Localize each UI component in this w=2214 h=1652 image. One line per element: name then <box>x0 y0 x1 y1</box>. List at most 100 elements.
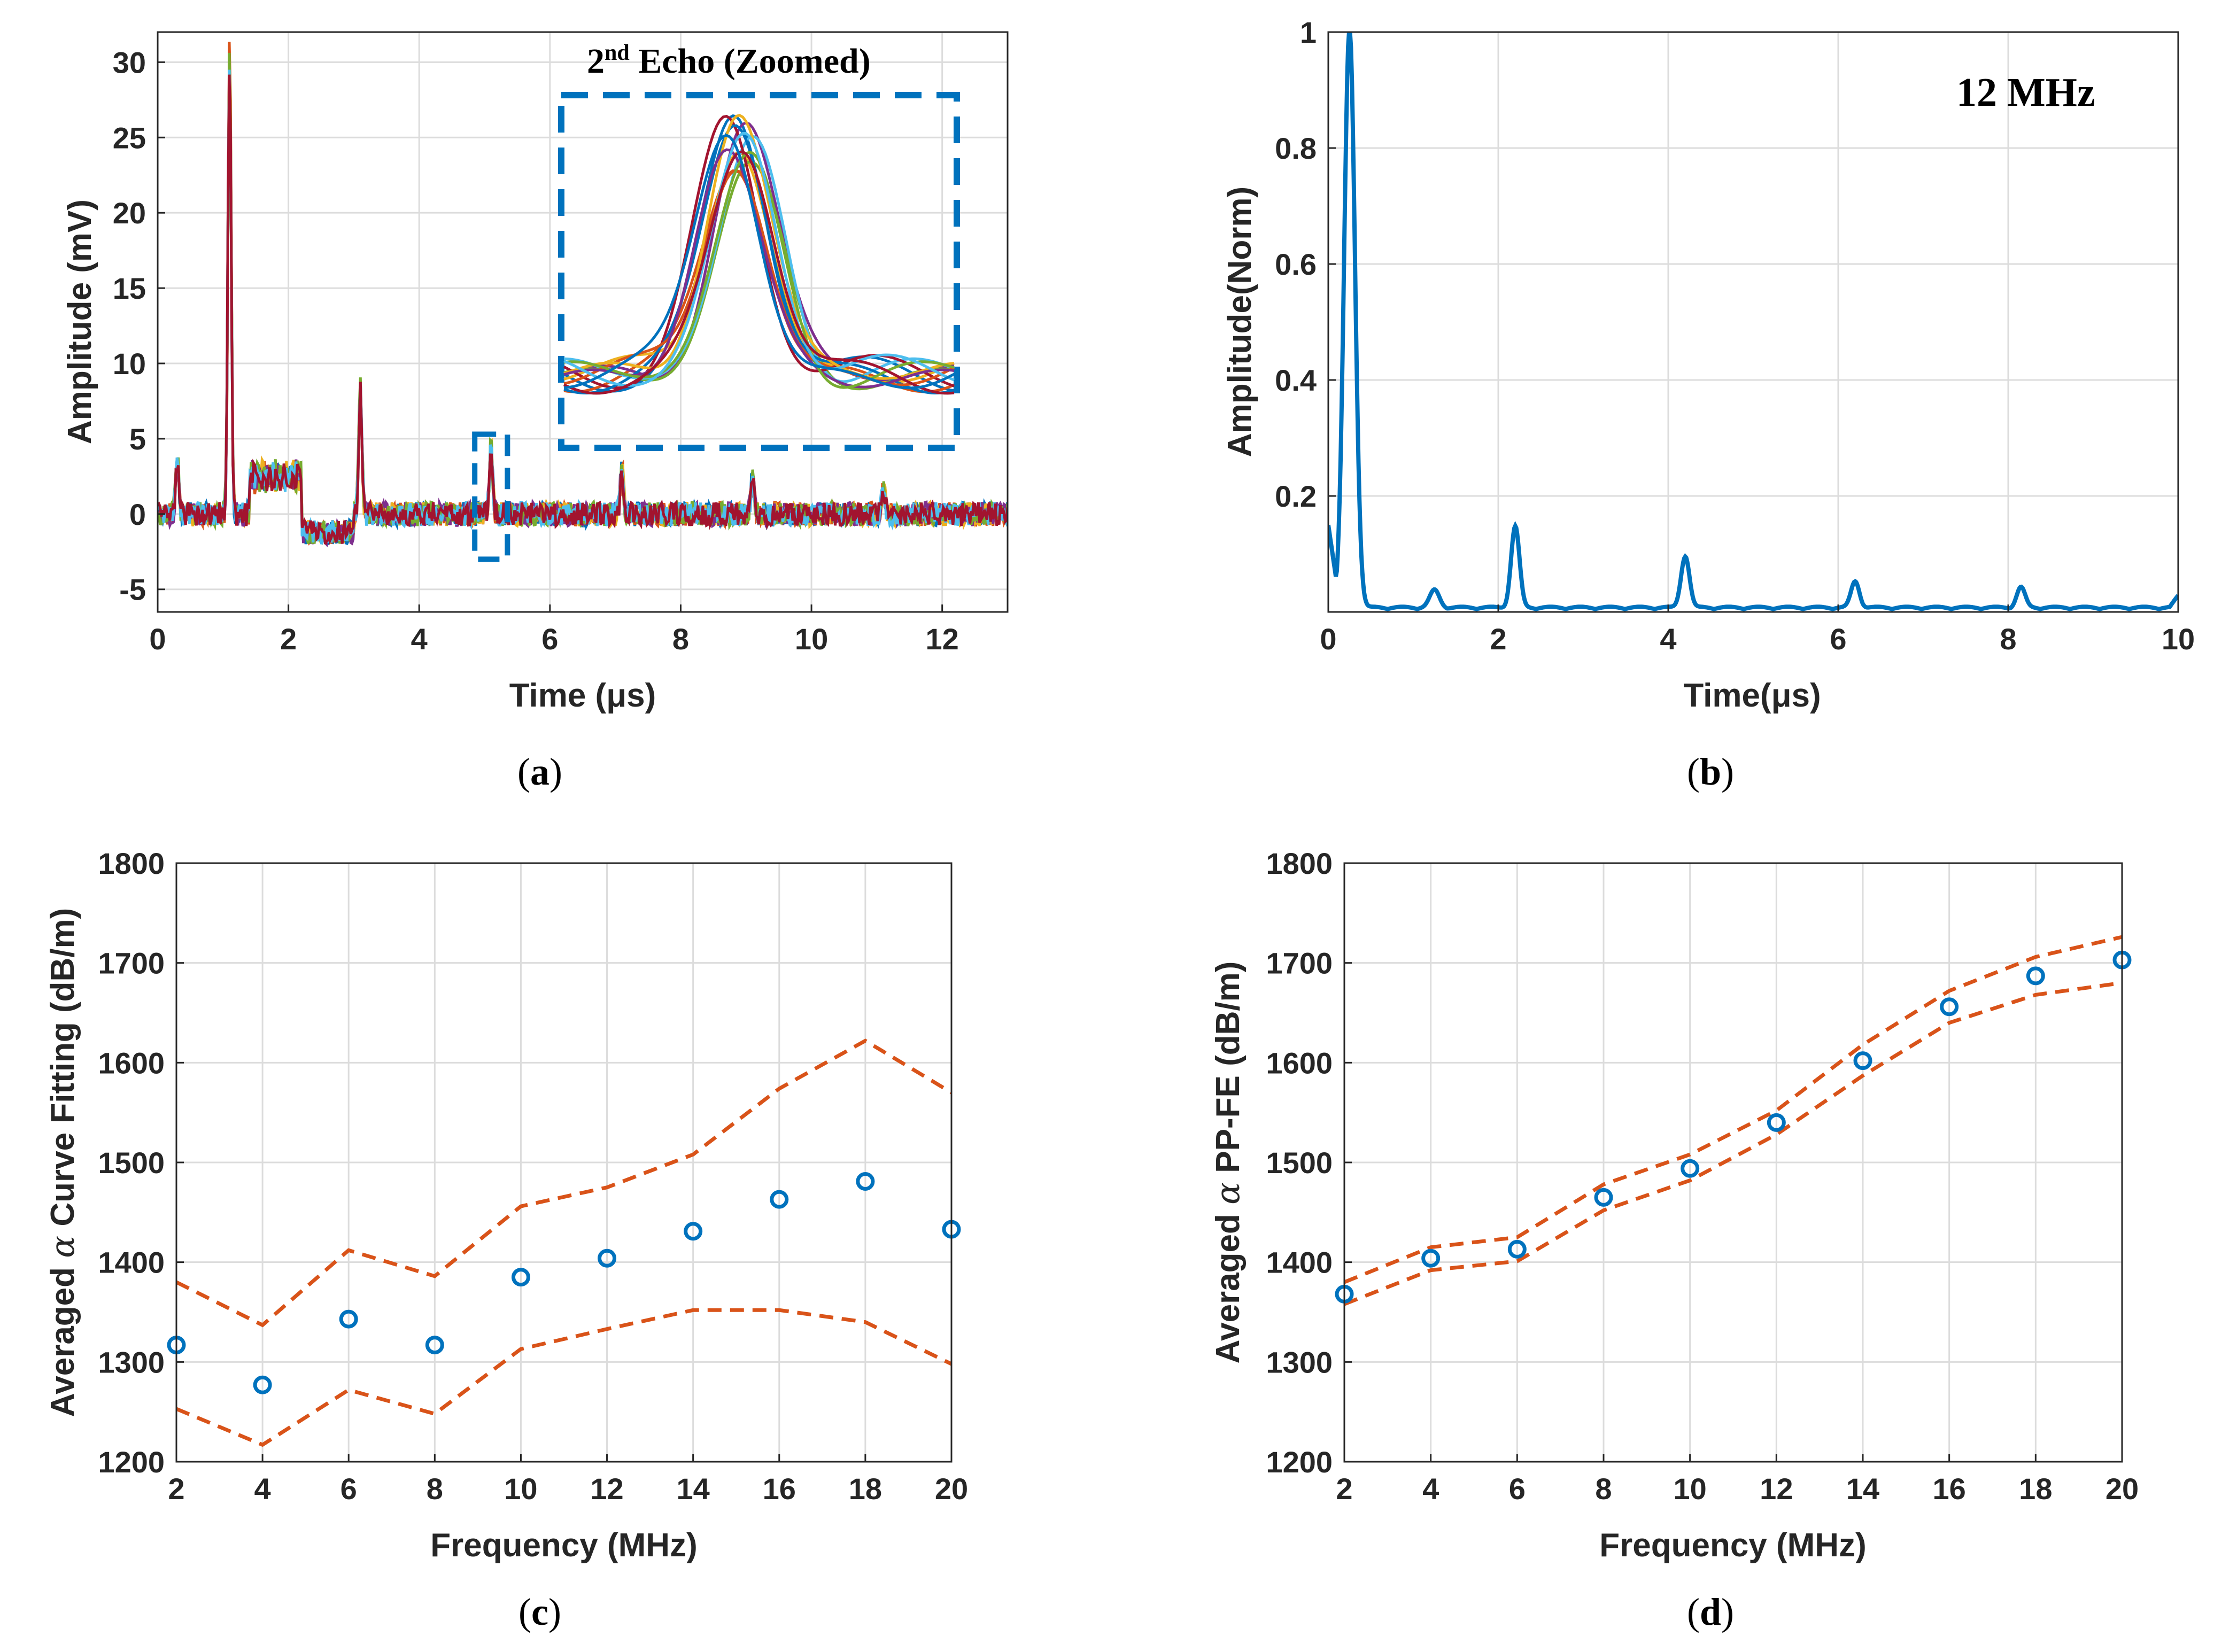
d-ytick-label: 1200 <box>1266 1445 1333 1479</box>
a-inset-trace <box>563 134 955 390</box>
c-xtick-label: 18 <box>849 1472 882 1506</box>
b-annotation: 12 MHz <box>1956 70 2095 115</box>
a-ytick-label: 15 <box>113 272 146 305</box>
c-mean-point <box>770 1190 789 1209</box>
b-grid <box>1327 31 2179 612</box>
b-xlabel: Time(μs) <box>1683 677 1821 714</box>
d-lower-bound <box>1343 981 2123 1306</box>
c-ylabel-suffix: Curve Fitting (dB/m) <box>44 908 81 1227</box>
d-xtick-label: 18 <box>2019 1472 2052 1506</box>
c-mean-point <box>598 1248 617 1268</box>
a-ytick-label: 10 <box>113 347 146 381</box>
d-xtick-label: 8 <box>1595 1472 1612 1506</box>
c-xtick-label: 20 <box>935 1472 968 1506</box>
c-ytick-label: 1600 <box>98 1046 165 1080</box>
c-mean-point <box>339 1309 358 1329</box>
c-xlabel: Frequency (MHz) <box>430 1527 697 1564</box>
c-ytick-label: 1200 <box>98 1445 165 1479</box>
d-ylabel-prefix: Averaged <box>1210 1214 1247 1363</box>
c-mean-point <box>684 1222 703 1241</box>
c-caption: (c) <box>518 1591 561 1633</box>
a-ytick-label: 0 <box>129 498 146 531</box>
b-ytick-label: 0.6 <box>1275 247 1317 281</box>
d-xtick-label: 10 <box>1674 1472 1707 1506</box>
a-inset-trace <box>563 135 955 383</box>
d-caption: (d) <box>1687 1591 1734 1633</box>
c-mean-point <box>511 1268 530 1287</box>
a-caption-letter: a <box>530 750 549 793</box>
d-ytick-label: 1800 <box>1266 847 1333 880</box>
a-inset-traces <box>563 114 955 395</box>
d-ytick-label: 1700 <box>1266 947 1333 980</box>
a-xtick-label: 12 <box>926 622 959 656</box>
d-xtick-label: 20 <box>2105 1472 2139 1506</box>
c-series <box>167 1038 961 1447</box>
b-ytick-label: 0.2 <box>1275 479 1317 513</box>
b-ytick-label: 1 <box>1300 15 1317 49</box>
d-mean-point <box>1421 1248 1441 1268</box>
c-ytick-label: 1300 <box>98 1345 165 1379</box>
c-lower-bound <box>175 1308 953 1447</box>
c-ticks: 2 4 6 8 10 12 14 16 18 20 1200 1300 1400 1500 1600 1700… <box>98 847 968 1506</box>
a-ytick-label: -5 <box>119 573 146 607</box>
c-ytick-label: 1800 <box>98 847 165 880</box>
b-xtick-label: 8 <box>2000 622 2016 656</box>
d-ytick-label: 1500 <box>1266 1146 1333 1180</box>
d-xtick-label: 16 <box>1933 1472 1966 1506</box>
a-xtick-label: 6 <box>541 622 558 656</box>
c-mean-point <box>253 1375 272 1394</box>
d-ylabel-suffix: PP-FE (dB/m) <box>1210 961 1247 1173</box>
d-xtick-label: 2 <box>1336 1472 1352 1506</box>
b-caption: (b) <box>1687 750 1734 793</box>
a-caption: (a) <box>517 750 562 793</box>
d-series <box>1335 935 2132 1306</box>
c-caption-letter: c <box>531 1591 548 1633</box>
d-mean-point <box>1507 1239 1527 1259</box>
a-inset-trace <box>563 169 955 386</box>
b-xtick-label: 2 <box>1490 622 1506 656</box>
a-ytick-label: 30 <box>113 45 146 79</box>
b-xtick-label: 4 <box>1660 622 1676 656</box>
a-inset-title-sup: nd <box>605 41 630 65</box>
c-mean-point <box>425 1336 444 1355</box>
d-xlabel: Frequency (MHz) <box>1599 1527 1866 1564</box>
a-inset-box <box>558 92 960 451</box>
d-ytick-label: 1400 <box>1266 1246 1333 1279</box>
a-ytick-label: 5 <box>129 422 146 456</box>
b-series-line <box>1328 32 2178 611</box>
c-xtick-label: 6 <box>340 1472 357 1506</box>
b-ytick-label: 0.4 <box>1275 363 1317 397</box>
d-grid <box>1343 862 2123 1463</box>
d-mean-point <box>1767 1113 1786 1132</box>
c-mean-point <box>856 1172 875 1191</box>
d-ticks: 2 4 6 8 10 12 14 16 18 20 1200 1300 1400 1500 1600 1700… <box>1266 847 2139 1506</box>
a-inset-trace <box>563 150 955 395</box>
c-xtick-label: 14 <box>677 1472 710 1506</box>
c-ytick-label: 1500 <box>98 1146 165 1180</box>
c-upper-bound <box>175 1038 953 1328</box>
d-ytick-label: 1300 <box>1266 1345 1333 1379</box>
c-xtick-label: 2 <box>168 1472 184 1506</box>
a-xtick-label: 2 <box>280 622 297 656</box>
c-xtick-label: 8 <box>427 1472 443 1506</box>
d-xtick-label: 14 <box>1846 1472 1879 1506</box>
c-ylabel-prefix: Averaged <box>44 1267 81 1417</box>
b-xtick-label: 6 <box>1830 622 1846 656</box>
a-inset-trace <box>563 131 955 387</box>
c-xtick-label: 16 <box>763 1472 796 1506</box>
d-mean-point <box>1681 1159 1700 1178</box>
d-xtick-label: 12 <box>1760 1472 1793 1506</box>
a-xtick-label: 4 <box>411 622 428 656</box>
d-mean-point <box>1853 1051 1872 1071</box>
b-xtick-label: 10 <box>2162 622 2195 656</box>
d-mean-point <box>2026 966 2045 986</box>
b-ytick-label: 0.8 <box>1275 131 1317 165</box>
c-ylabel-symbol: α <box>43 1236 82 1258</box>
b-axes-box <box>1327 31 2179 613</box>
c-ytick-label: 1400 <box>98 1246 165 1279</box>
d-xtick-label: 4 <box>1422 1472 1439 1506</box>
a-series <box>158 42 1008 547</box>
